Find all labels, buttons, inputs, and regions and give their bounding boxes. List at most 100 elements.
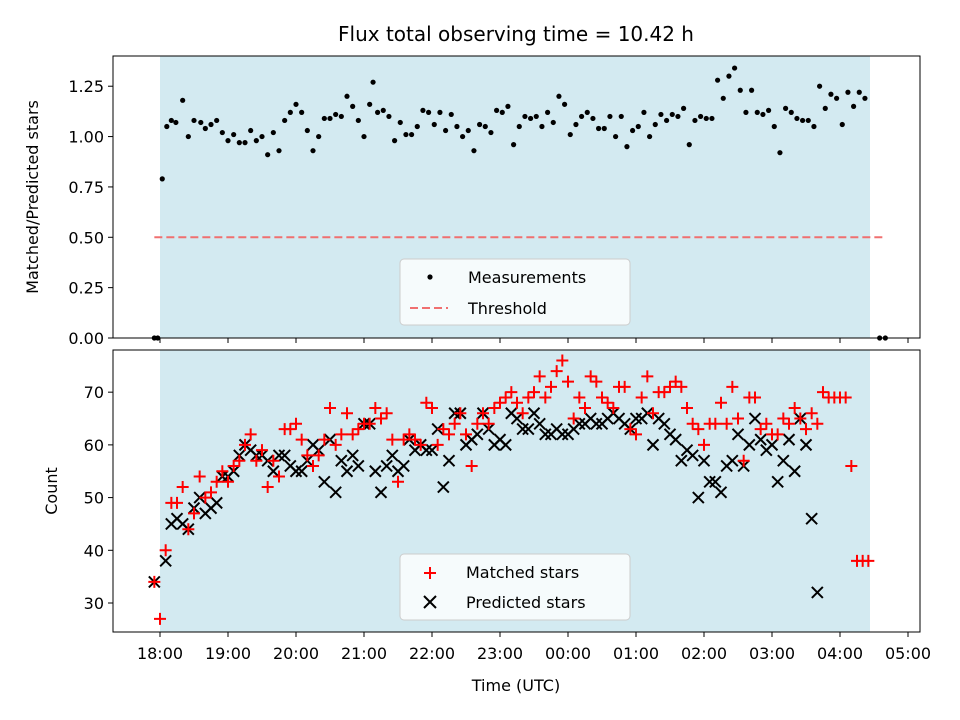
predicted-star-point [159, 554, 172, 568]
matched-star-point [596, 391, 608, 404]
matched-star-point [590, 375, 603, 388]
predicted-star-point [573, 417, 586, 431]
top-axes-frame [112, 55, 921, 339]
matched-star-point [800, 423, 812, 436]
matched-star-point [754, 423, 767, 436]
matched-star-point [715, 396, 727, 409]
matched-star-point [210, 475, 223, 488]
matched-star-point [188, 507, 200, 520]
measurement-point [545, 109, 551, 115]
matched-star-point [465, 459, 478, 472]
bottom-legend: Matched stars Predicted stars [399, 553, 631, 621]
predicted-star-point [442, 454, 456, 467]
matched-star-point [182, 523, 195, 536]
measurement-point [426, 109, 432, 115]
predicted-star-point [782, 433, 796, 446]
x-tick-label: 21:00 [341, 644, 387, 663]
matched-star-point [624, 423, 637, 436]
measurement-point [202, 125, 208, 132]
predicted-star-point [811, 586, 824, 599]
matched-star-point [635, 391, 648, 404]
measurement-point [208, 121, 214, 128]
matched-star-point [324, 401, 336, 414]
measurement-point [652, 121, 658, 128]
x-tick-label: 23:00 [477, 644, 523, 663]
matched-star-point [811, 417, 824, 430]
measurement-point [703, 115, 709, 122]
predicted-star-point [686, 449, 699, 462]
matched-star-point [403, 428, 416, 441]
measurement-point [276, 148, 282, 154]
top-panel: 0.00 0.25 0.50 0.75 1.00 1.25 Matched/Predict… [23, 55, 921, 348]
matched-star-point [409, 433, 421, 446]
measurement-point [465, 127, 471, 134]
measurement-point [494, 107, 500, 113]
x-axis-label: Time (UTC) [471, 676, 560, 695]
measurement-point [590, 115, 596, 122]
predicted-star-point [658, 417, 671, 431]
measurement-point [380, 107, 386, 113]
matched-star-point [681, 401, 693, 414]
measurement-point [783, 105, 789, 111]
matched-star-point [414, 438, 427, 451]
measurement-point [355, 117, 361, 124]
predicted-star-point [646, 438, 660, 452]
measurement-point [715, 77, 721, 83]
measurement-point [635, 123, 641, 130]
measurement-point [669, 111, 675, 118]
legend-measurement-marker [427, 274, 433, 280]
measurement-point [397, 119, 403, 126]
matched-star-point [205, 486, 217, 499]
predicted-star-point [777, 454, 790, 467]
matched-star-point [375, 412, 387, 425]
measurement-point [777, 150, 783, 156]
measurement-point [771, 123, 777, 130]
matched-star-point [482, 417, 495, 430]
matched-star-point [488, 401, 501, 414]
top-x-ticks [159, 338, 909, 343]
measurement-point [321, 115, 327, 122]
matched-star-point [335, 428, 348, 441]
measurement-point [159, 176, 165, 182]
matched-star-point [216, 465, 229, 478]
matched-star-point [664, 380, 676, 393]
measurement-point [596, 125, 602, 132]
y-tick-label: 70 [84, 383, 104, 402]
matched-star-point [805, 407, 818, 420]
y-tick-label: 0.50 [68, 228, 104, 247]
matched-star-point [658, 386, 671, 399]
predicted-star-point [629, 412, 643, 425]
measurement-point [375, 109, 381, 115]
y-tick-label: 1.25 [68, 77, 104, 96]
matched-star-point [443, 428, 455, 441]
matched-star-point [760, 417, 773, 430]
matched-star-point [154, 612, 166, 625]
measurement-point [613, 133, 619, 140]
predicted-star-point [340, 465, 354, 478]
matched-star-point [539, 391, 552, 404]
measurement-point [482, 123, 488, 130]
legend-predicted-marker [423, 595, 437, 609]
measurement-point [431, 121, 437, 128]
measurement-point [788, 109, 794, 115]
matched-star-point [698, 438, 710, 451]
predicted-star-point [731, 428, 745, 441]
measurement-point [805, 117, 811, 124]
predicted-star-point [590, 417, 603, 431]
matched-star-point [692, 423, 705, 436]
matched-star-point [567, 412, 580, 425]
predicted-star-point [703, 475, 716, 488]
measurement-point [265, 152, 271, 158]
matched-star-point [397, 433, 410, 446]
measurement-point [248, 127, 254, 134]
measurement-point [327, 115, 333, 122]
predicted-star-point [805, 512, 818, 525]
matched-star-point [641, 370, 654, 383]
matched-star-point [273, 470, 285, 483]
measurement-point [834, 95, 840, 101]
measurement-point [185, 133, 191, 140]
predicted-star-point [726, 454, 739, 467]
predicted-star-point [346, 449, 359, 462]
measurement-point [516, 123, 522, 130]
x-tick-label: 03:00 [749, 644, 795, 663]
